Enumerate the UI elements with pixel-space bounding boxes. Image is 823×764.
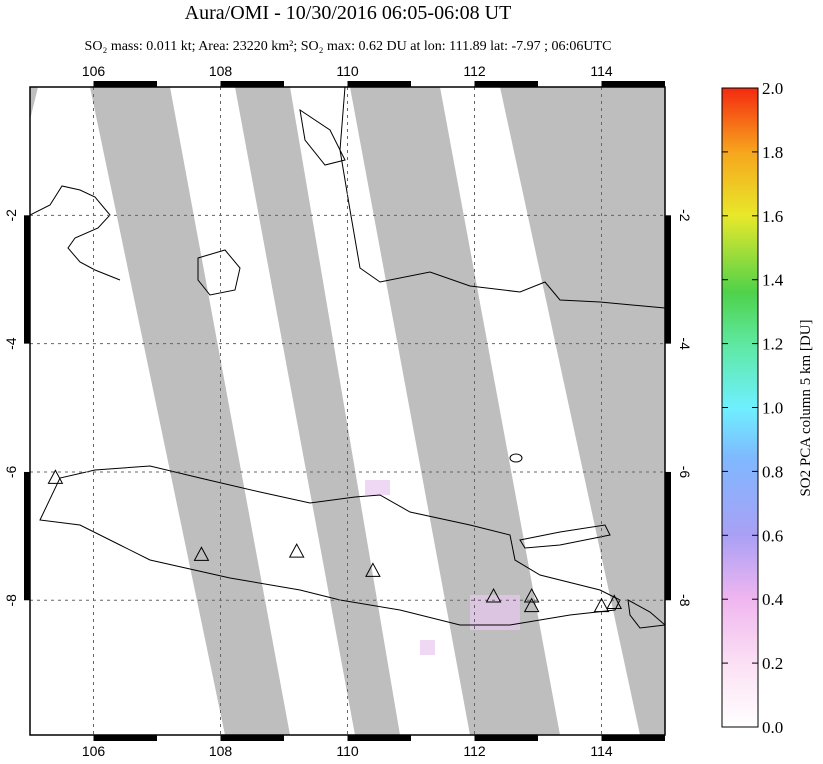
tick-bar xyxy=(474,81,538,87)
tick-bar xyxy=(93,81,157,87)
y-tick-label: -4 xyxy=(3,337,19,350)
volcano xyxy=(193,546,210,561)
colorbar-tick-label: 1.0 xyxy=(762,399,783,418)
colorbar-tick-label: 1.8 xyxy=(762,143,783,162)
colorbar-tick-label: 0.4 xyxy=(762,590,784,609)
grid xyxy=(30,87,665,735)
tick-bar xyxy=(601,81,665,87)
tick-bar xyxy=(665,471,671,601)
volcano xyxy=(523,588,540,603)
kalimantan xyxy=(339,87,665,309)
tick-bar xyxy=(347,81,411,87)
coastline xyxy=(30,185,121,281)
volcano xyxy=(606,594,623,609)
tick-bar xyxy=(474,735,538,741)
map-area xyxy=(30,87,665,735)
colorbar-label: SO2 PCA column 5 km [DU] xyxy=(798,319,814,496)
colorbar-tick-label: 1.2 xyxy=(762,335,783,354)
y-tick-label: -6 xyxy=(677,466,693,479)
volcanoes xyxy=(47,469,623,613)
colorbar-tick-label: 2.0 xyxy=(762,79,783,98)
pixel xyxy=(420,640,435,655)
title: Aura/OMI - 10/30/2016 06:05-06:08 UT xyxy=(185,2,512,24)
swaths xyxy=(30,87,640,735)
colorbar-axis: 0.0 0.2 0.4 0.6 0.8 1.0 1.2 1.4 1.6 1.8 2.0 xyxy=(722,79,784,737)
colorbar-tick-label: 0.8 xyxy=(762,462,783,481)
x-tick-label: 108 xyxy=(209,743,233,759)
island xyxy=(509,453,523,463)
x-tick-label: 112 xyxy=(463,743,486,759)
bali xyxy=(627,599,665,629)
tick-bar xyxy=(665,215,671,344)
pixel xyxy=(470,595,520,630)
y-tick-label: -6 xyxy=(3,466,19,479)
so2-pixels xyxy=(365,480,520,655)
x-tick-label: 106 xyxy=(82,743,106,759)
volcano xyxy=(523,597,540,613)
colorbar-tick-label: 0.2 xyxy=(762,654,783,673)
x-tick-label: 114 xyxy=(590,743,613,759)
swath xyxy=(30,87,225,735)
volcano xyxy=(485,588,502,603)
x-tick-label: 110 xyxy=(336,63,359,79)
x-tick-label: 108 xyxy=(209,63,233,79)
tick-bar xyxy=(24,471,30,601)
y-tick-label: -8 xyxy=(3,594,19,607)
colorbar-tick-label: 0.6 xyxy=(762,526,783,545)
colorbar-tick-label: 1.6 xyxy=(762,207,783,226)
x-tick-label: 112 xyxy=(463,63,486,79)
colorbar-tick-label: 1.4 xyxy=(762,271,784,290)
volcano xyxy=(365,562,381,577)
x-tick-label: 114 xyxy=(590,63,613,79)
subtitle: SO₂ mass: 0.011 kt; Area: 23220 km²; SO₂… xyxy=(85,39,612,54)
x-tick-label: 110 xyxy=(336,743,359,759)
volcano xyxy=(288,543,305,558)
belitung xyxy=(197,249,241,296)
swath xyxy=(290,87,470,735)
volcano xyxy=(593,597,610,613)
java xyxy=(39,465,621,626)
volcano xyxy=(47,469,64,484)
tick-bar xyxy=(220,735,284,741)
y-tick-label: -2 xyxy=(3,209,19,222)
madura xyxy=(519,524,611,549)
axes: 106 106 108 108 110 110 112 112 114 114 -2 -2 -4 -4 -6… xyxy=(3,63,693,759)
tick-bar xyxy=(601,735,665,741)
y-tick-label: -2 xyxy=(677,209,693,222)
bangka xyxy=(299,108,346,166)
swath xyxy=(440,87,640,735)
swath xyxy=(170,87,355,735)
y-tick-label: -8 xyxy=(677,594,693,607)
tick-bar xyxy=(93,735,157,741)
tick-bar xyxy=(347,735,411,741)
y-tick-label: -4 xyxy=(677,337,693,350)
x-tick-label: 106 xyxy=(82,63,106,79)
coastlines xyxy=(30,87,665,629)
tick-bar xyxy=(220,81,284,87)
colorbar-tick-label: 0.0 xyxy=(762,718,783,737)
pixel xyxy=(365,480,390,495)
tick-bar xyxy=(24,215,30,344)
